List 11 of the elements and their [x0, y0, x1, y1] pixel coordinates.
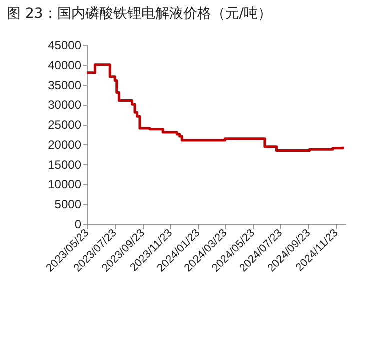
y-tick-label: 25000: [48, 118, 82, 132]
y-tick-label: 30000: [48, 98, 82, 112]
y-tick-label: 35000: [48, 78, 82, 92]
y-tick-label: 10000: [48, 178, 82, 192]
y-tick-label: 40000: [48, 58, 82, 72]
y-tick-label: 5000: [54, 198, 82, 212]
y-tick-label: 15000: [48, 158, 82, 172]
y-tick-label: 0: [74, 218, 82, 232]
y-tick-label: 20000: [48, 138, 82, 152]
y-tick-label: 45000: [48, 38, 82, 52]
chart-title: 图 23：国内磷酸铁锂电解液价格（元/吨）: [7, 6, 272, 22]
